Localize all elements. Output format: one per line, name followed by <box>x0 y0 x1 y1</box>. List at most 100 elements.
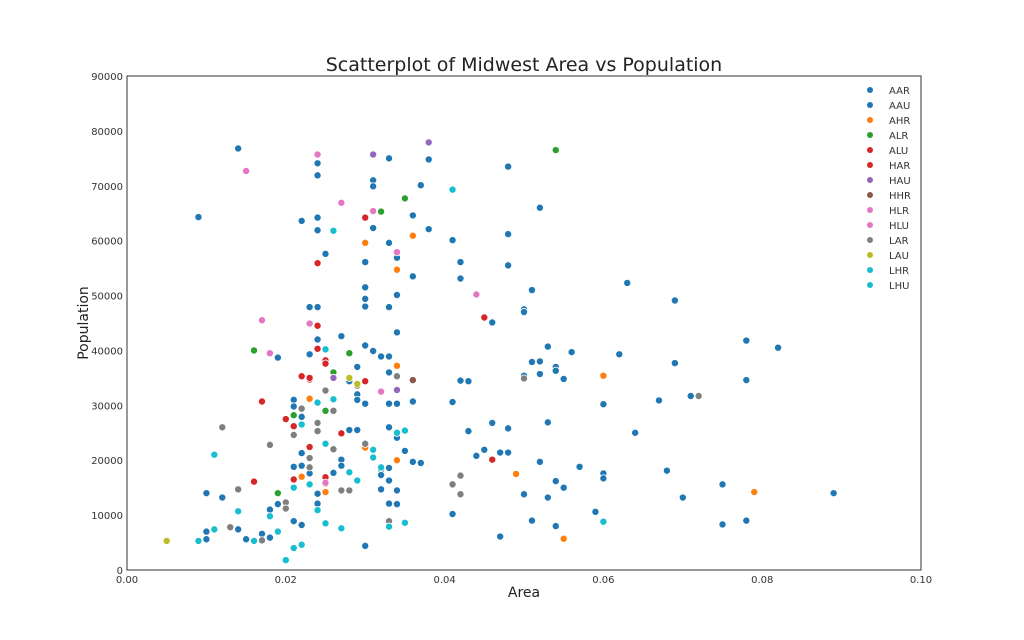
data-point <box>289 544 298 553</box>
data-point <box>559 534 568 543</box>
data-point <box>369 150 378 159</box>
data-point <box>456 274 465 283</box>
data-point <box>829 489 838 498</box>
data-point <box>218 423 227 432</box>
series-lau <box>162 373 362 545</box>
data-point <box>392 372 401 381</box>
data-point <box>369 224 378 233</box>
data-point <box>289 517 298 526</box>
data-point <box>265 440 274 449</box>
data-point <box>551 366 560 375</box>
data-point <box>313 335 322 344</box>
data-point <box>599 474 608 483</box>
data-point <box>234 485 243 494</box>
data-point <box>194 536 203 545</box>
data-point <box>512 469 521 478</box>
data-point <box>361 283 370 292</box>
series-lhu <box>305 395 608 533</box>
data-point <box>535 457 544 466</box>
data-point <box>369 182 378 191</box>
data-point <box>345 486 354 495</box>
data-point <box>385 476 394 485</box>
data-point <box>305 319 314 328</box>
data-point <box>250 536 259 545</box>
data-point <box>194 213 203 222</box>
data-point <box>520 308 529 317</box>
legend-marker <box>867 162 873 168</box>
data-point <box>273 500 282 509</box>
data-point <box>305 463 314 472</box>
legend-marker <box>867 87 873 93</box>
data-point <box>305 303 314 312</box>
data-point <box>392 456 401 465</box>
data-point <box>392 291 401 300</box>
y-tick-label: 80000 <box>91 127 123 138</box>
data-point <box>408 272 417 281</box>
legend-label: HLR <box>889 206 909 217</box>
data-point <box>742 516 751 525</box>
legend-item: HLU <box>867 221 909 232</box>
data-point <box>337 332 346 341</box>
x-tick-label: 0.02 <box>275 575 297 586</box>
data-point <box>234 507 243 516</box>
data-point <box>265 512 274 521</box>
data-point <box>392 500 401 509</box>
legend-item: LHU <box>867 281 909 292</box>
data-point <box>385 522 394 531</box>
x-tick-label: 0.00 <box>116 575 138 586</box>
data-point <box>297 449 306 458</box>
data-point <box>337 429 346 438</box>
data-point <box>520 374 529 383</box>
data-point <box>400 446 409 455</box>
data-point <box>234 144 243 153</box>
data-point <box>694 392 703 401</box>
legend-marker <box>867 282 873 288</box>
data-point <box>369 207 378 216</box>
data-point <box>226 523 235 532</box>
data-point <box>408 457 417 466</box>
data-point <box>305 350 314 359</box>
data-point <box>599 400 608 409</box>
data-point <box>527 286 536 295</box>
series-alr <box>250 146 560 498</box>
data-point <box>504 448 513 457</box>
data-point <box>337 486 346 495</box>
data-point <box>631 428 640 437</box>
data-point <box>257 316 266 325</box>
data-point <box>210 525 219 534</box>
data-point <box>313 213 322 222</box>
data-point <box>527 516 536 525</box>
data-point <box>361 213 370 222</box>
legend-marker <box>867 147 873 153</box>
data-point <box>392 265 401 274</box>
data-point <box>377 352 386 361</box>
data-point <box>392 248 401 257</box>
data-point <box>361 238 370 247</box>
data-point <box>480 313 489 322</box>
data-point <box>361 377 370 386</box>
data-point <box>742 376 751 385</box>
data-point <box>742 336 751 345</box>
data-point <box>289 402 298 411</box>
legend-item: AHR <box>867 116 910 127</box>
x-tick-label: 0.10 <box>910 575 932 586</box>
data-point <box>289 475 298 484</box>
data-point <box>361 302 370 311</box>
series-hlu <box>257 316 386 487</box>
data-point <box>551 522 560 531</box>
legend-item: ALU <box>867 146 908 157</box>
data-point <box>686 392 695 401</box>
data-point <box>504 261 513 270</box>
x-axis-label: Area <box>508 585 540 601</box>
data-point <box>392 361 401 370</box>
data-point <box>377 387 386 396</box>
data-point <box>313 259 322 268</box>
data-point <box>313 150 322 159</box>
data-point <box>281 556 290 565</box>
data-point <box>329 226 338 235</box>
data-point <box>424 155 433 164</box>
data-point <box>416 458 425 467</box>
data-point <box>385 154 394 163</box>
chart-title: Scatterplot of Midwest Area vs Populatio… <box>326 54 722 76</box>
